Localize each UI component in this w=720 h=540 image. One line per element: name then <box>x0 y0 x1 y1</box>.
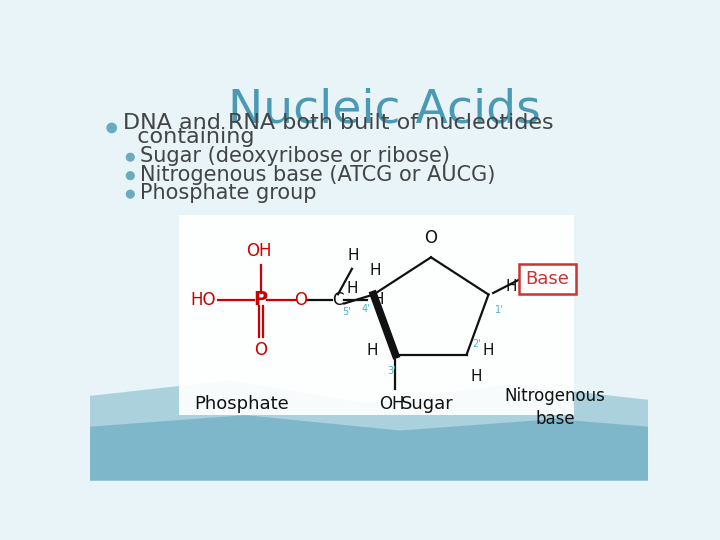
Text: 4': 4' <box>361 304 370 314</box>
Text: Sugar: Sugar <box>401 395 454 413</box>
Text: OH: OH <box>246 241 271 260</box>
Text: O: O <box>294 291 307 309</box>
Text: H: H <box>348 248 359 262</box>
Circle shape <box>127 153 134 161</box>
Text: O: O <box>425 228 438 247</box>
Bar <box>179 215 575 415</box>
Text: 1': 1' <box>495 305 503 315</box>
Text: Sugar (deoxyribose or ribose): Sugar (deoxyribose or ribose) <box>140 146 451 166</box>
Text: 2': 2' <box>473 339 482 349</box>
Text: Nitrogenous base (ATCG or AUCG): Nitrogenous base (ATCG or AUCG) <box>140 165 496 185</box>
Circle shape <box>127 190 134 198</box>
Text: P: P <box>253 290 268 309</box>
Text: Base: Base <box>526 270 570 288</box>
Text: Nucleic Acids: Nucleic Acids <box>228 88 541 133</box>
Text: H: H <box>367 343 379 359</box>
Text: O: O <box>254 341 267 359</box>
Polygon shape <box>90 415 648 481</box>
Text: H: H <box>369 262 381 278</box>
Text: H: H <box>482 343 493 359</box>
Circle shape <box>107 123 117 132</box>
Polygon shape <box>90 381 648 481</box>
Text: OH: OH <box>379 395 405 413</box>
Text: H: H <box>372 292 384 307</box>
Text: C: C <box>332 291 343 309</box>
Text: H: H <box>346 281 358 296</box>
Text: Nitrogenous
base: Nitrogenous base <box>505 387 606 428</box>
Text: H: H <box>505 279 517 294</box>
Text: H: H <box>470 369 482 383</box>
Text: 5': 5' <box>342 307 351 318</box>
Text: 3': 3' <box>387 366 396 376</box>
Circle shape <box>127 172 134 179</box>
Text: Phosphate group: Phosphate group <box>140 184 317 204</box>
Text: DNA and RNA both built of nucleotides: DNA and RNA both built of nucleotides <box>123 112 554 132</box>
Text: HO: HO <box>190 291 215 309</box>
Text: Phosphate: Phosphate <box>194 395 289 413</box>
Text: containing: containing <box>123 127 255 147</box>
